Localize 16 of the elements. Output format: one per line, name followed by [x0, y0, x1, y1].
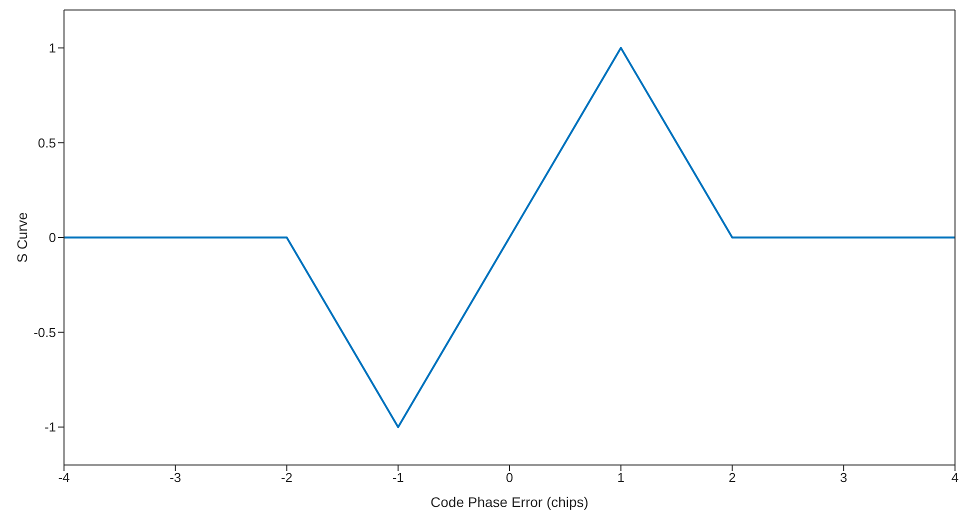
x-tick-label: 1 — [617, 470, 624, 486]
y-tick-label: 1 — [48, 40, 56, 56]
x-tick-label: 3 — [840, 470, 848, 486]
x-tick-label: 0 — [506, 470, 514, 486]
x-tick-label: -1 — [392, 470, 404, 486]
x-tick-label: 2 — [728, 470, 736, 486]
x-axis-title: Code Phase Error (chips) — [430, 494, 588, 510]
y-tick-label: 0.5 — [38, 135, 56, 150]
x-tick-label: -2 — [280, 470, 293, 486]
y-tick-label: -1 — [44, 420, 56, 435]
x-tick-label: -4 — [58, 470, 70, 486]
x-tick-label: -3 — [170, 470, 182, 486]
y-tick-label: 0 — [48, 230, 56, 246]
y-axis-title: S Curve — [14, 212, 30, 263]
y-tick-label: -0.5 — [34, 324, 56, 340]
x-tick-label: 4 — [951, 470, 959, 486]
